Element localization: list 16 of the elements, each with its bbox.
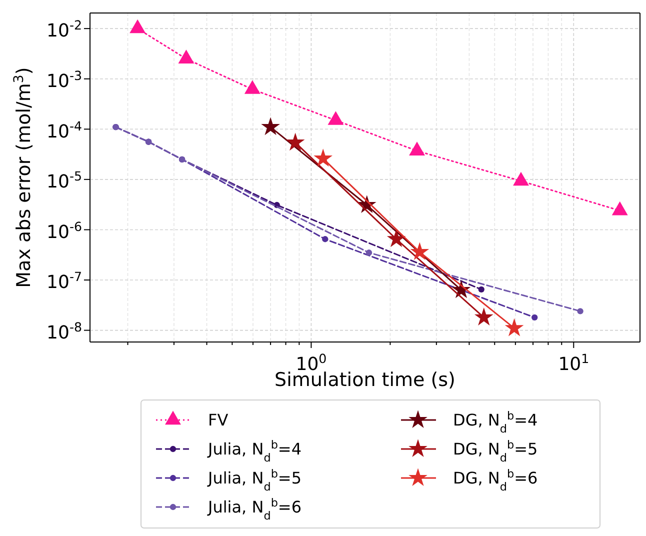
- x-axis-title: Simulation time (s): [274, 369, 456, 391]
- y-tick-label: 10$^{-2}$: [46, 17, 82, 42]
- y-tick-label: 10$^{-8}$: [46, 318, 82, 344]
- y-tick-label: 10$^{-7}$: [46, 268, 82, 294]
- legend-label: Julia, N$_{d}$$^{b}$=4: [207, 438, 302, 464]
- y-tick-label: 10$^{-5}$: [46, 168, 82, 193]
- legend-label: DG, N$_{d}$$^{b}$=4: [453, 409, 538, 436]
- y-tick-label: 10$^{-3}$: [46, 67, 82, 92]
- legend-label: DG, N$_{d}$$^{b}$=6: [453, 467, 538, 494]
- legend-label: Julia, N$_{d}$$^{b}$=5: [207, 467, 302, 494]
- x-tick-label: 10$^{1}$: [558, 350, 590, 376]
- y-tick-label: 10$^{-6}$: [46, 218, 82, 243]
- legend-label: Julia, N$_{d}$$^{b}$=6: [207, 496, 302, 522]
- legend-label: FV: [208, 410, 228, 430]
- legend-label: DG, N$_{d}$$^{b}$=5: [453, 438, 538, 464]
- y-tick-label: 10$^{-4}$: [46, 118, 82, 142]
